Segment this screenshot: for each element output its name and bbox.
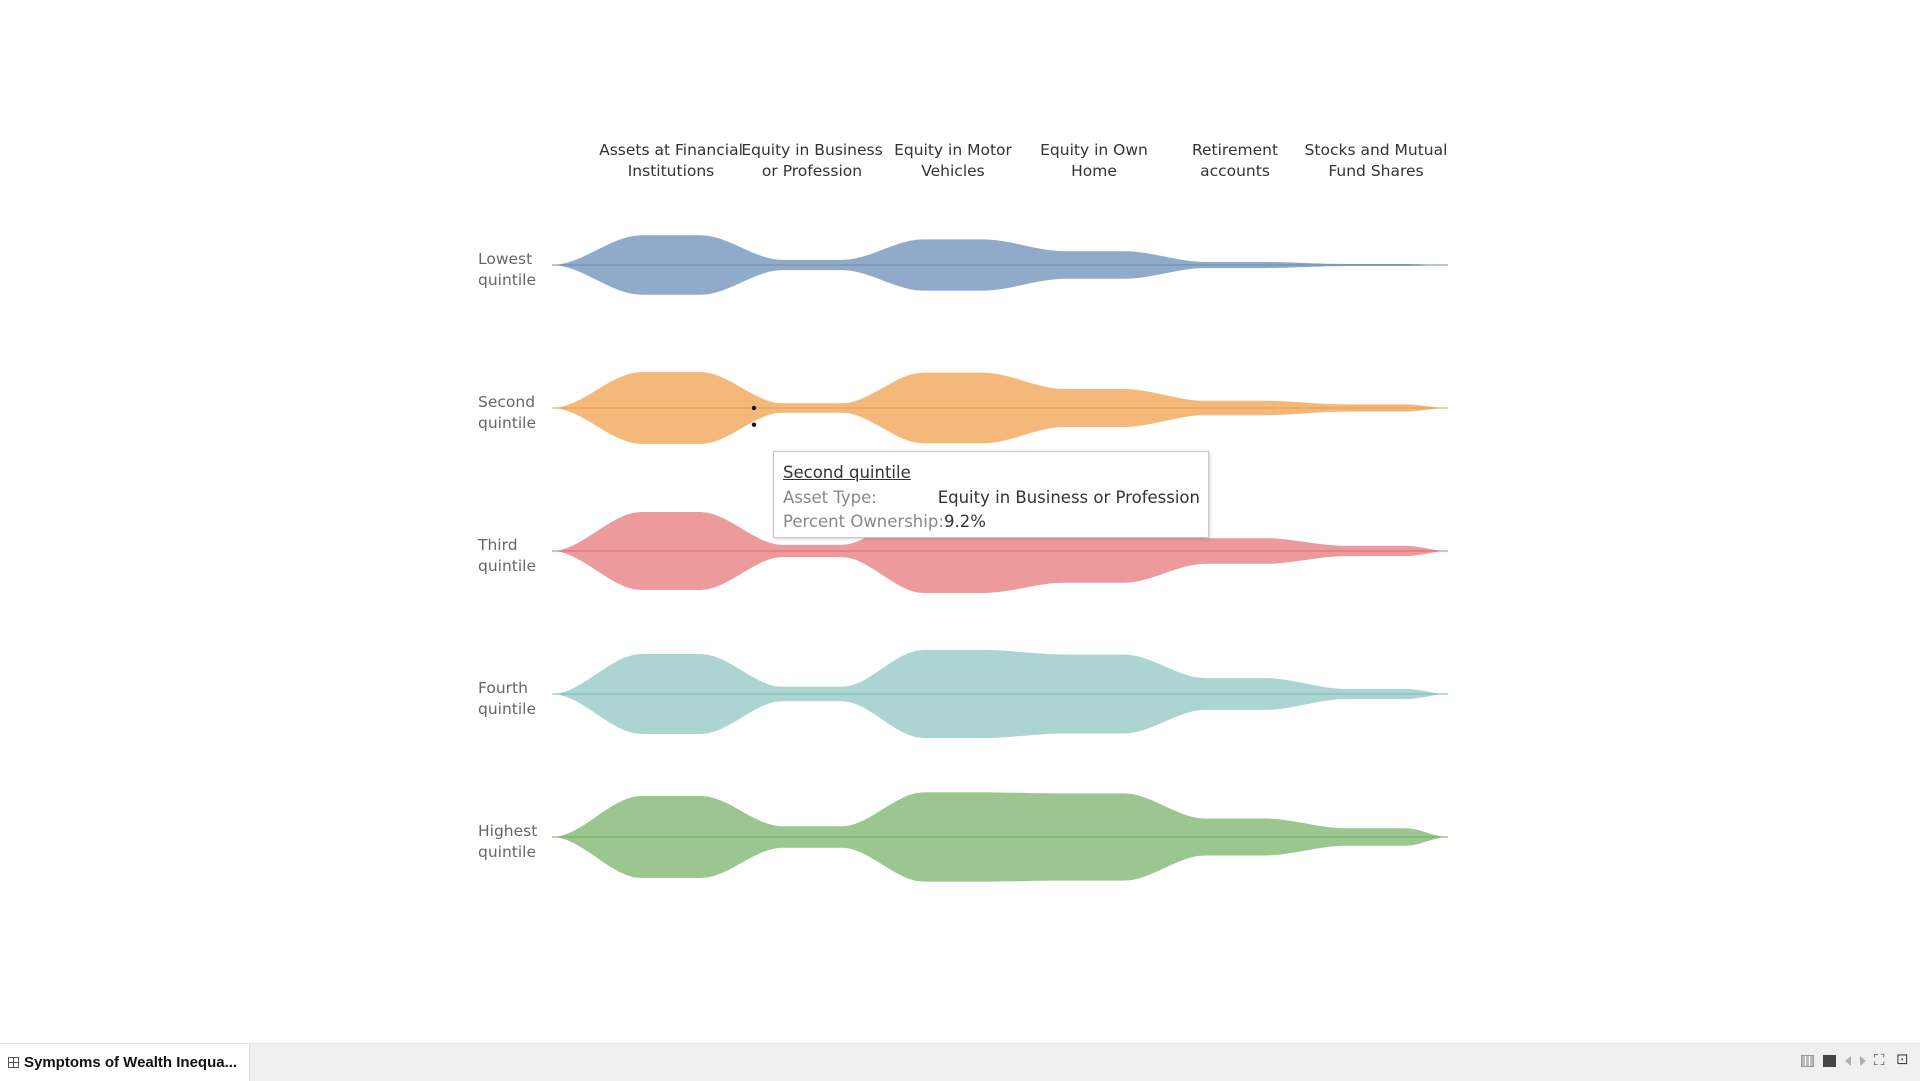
column-label: Stocks and Mutual Fund Shares	[1305, 141, 1448, 180]
row-label: Second quintile	[478, 393, 536, 432]
tooltip-title: Second quintile	[783, 463, 911, 482]
presentation-icon[interactable]	[1896, 1050, 1910, 1068]
column-label: Retirement accounts	[1192, 141, 1278, 180]
row-label: Third quintile	[477, 536, 536, 575]
row-labels: Lowest quintile Second quintile Third quintil…	[477, 250, 537, 861]
highlight-markers	[751, 405, 757, 427]
row-label: Highest quintile	[478, 822, 537, 861]
column-label: Equity in Own Home	[1040, 141, 1148, 180]
column-label: Equity in Motor Vehicles	[894, 141, 1012, 180]
tooltip-row-asset-type: Asset Type: Equity in Business or Profes…	[783, 486, 1200, 510]
prev-arrow-icon[interactable]	[1845, 1056, 1851, 1066]
square-icon[interactable]	[1823, 1055, 1836, 1067]
tooltip-row-percent: Percent Ownership: 9.2%	[783, 510, 1200, 534]
row-label: Fourth quintile	[478, 679, 536, 718]
row-label: Lowest quintile	[478, 250, 536, 289]
grid-view-icon[interactable]	[1801, 1055, 1814, 1067]
tooltip-value: Equity in Business or Profession	[937, 488, 1200, 507]
bottom-toolbar: Symptoms of Wealth Inequa...	[0, 1043, 1920, 1081]
sheet-tab-label: Symptoms of Wealth Inequa...	[24, 1054, 238, 1071]
highlight-marker	[751, 405, 757, 411]
tooltip-key: Asset Type:	[783, 488, 877, 507]
dashboard-icon	[8, 1057, 19, 1068]
tooltip-key: Percent Ownership:	[783, 512, 944, 531]
fullscreen-icon[interactable]	[1874, 1051, 1888, 1069]
highlight-marker	[751, 422, 757, 427]
view-controls	[1801, 1050, 1910, 1069]
column-label: Assets at Financial Institutions	[599, 141, 743, 180]
next-arrow-icon[interactable]	[1860, 1056, 1866, 1066]
sheet-tab[interactable]: Symptoms of Wealth Inequa...	[0, 1044, 250, 1081]
tooltip-value: 9.2%	[944, 512, 986, 531]
tooltip: Second quintile Asset Type: Equity in Bu…	[773, 451, 1209, 538]
column-label: Equity in Business or Profession	[741, 141, 882, 180]
streams[interactable]	[552, 235, 1448, 882]
